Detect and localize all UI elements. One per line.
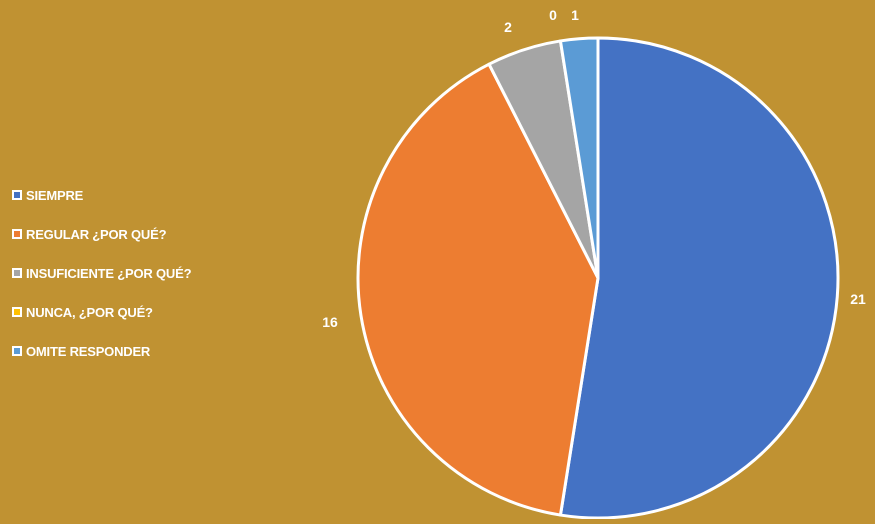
legend-swatch bbox=[12, 190, 22, 200]
pie-slice-regular bbox=[356, 62, 600, 517]
legend-item-siempre: SIEMPRE bbox=[12, 186, 191, 204]
data-label-nunca: 0 bbox=[549, 7, 557, 23]
pie-slice-siempre bbox=[558, 36, 840, 520]
data-label-insuficiente: 2 bbox=[504, 19, 512, 35]
legend-item-regular: REGULAR ¿POR QUÉ? bbox=[12, 225, 191, 243]
legend-swatch bbox=[12, 229, 22, 239]
legend-swatch bbox=[12, 268, 22, 278]
legend-label: NUNCA, ¿POR QUÉ? bbox=[26, 304, 153, 320]
legend-item-insuficiente: INSUFICIENTE ¿POR QUÉ? bbox=[12, 264, 192, 282]
data-label-siempre: 21 bbox=[850, 291, 866, 307]
legend-label: INSUFICIENTE ¿POR QUÉ? bbox=[26, 265, 192, 281]
legend-item-omite: OMITE RESPONDER bbox=[12, 342, 191, 360]
legend-swatch bbox=[12, 346, 22, 356]
legend-label: SIEMPRE bbox=[26, 187, 84, 203]
legend-item-nunca: NUNCA, ¿POR QUÉ? bbox=[12, 303, 191, 321]
legend-swatch bbox=[12, 307, 22, 317]
pie-slice-omite bbox=[558, 36, 600, 280]
legend-label: REGULAR ¿POR QUÉ? bbox=[26, 226, 167, 242]
data-label-omite: 1 bbox=[571, 7, 579, 23]
legend-label: OMITE RESPONDER bbox=[26, 343, 151, 359]
chart-legend: SIEMPRE REGULAR ¿POR QUÉ? INSUFICIENTE ¿… bbox=[12, 186, 192, 360]
data-label-regular: 16 bbox=[322, 314, 338, 330]
